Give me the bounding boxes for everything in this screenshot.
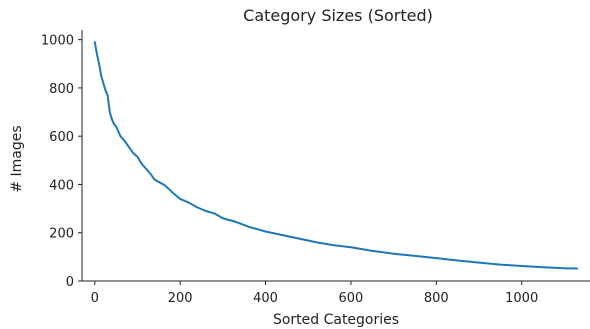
chart-title: Category Sizes (Sorted) xyxy=(243,6,433,25)
x-tick-label: 0 xyxy=(91,291,99,306)
x-tick-label: 800 xyxy=(424,291,449,306)
x-tick-label: 1000 xyxy=(505,291,538,306)
x-tick-label: 400 xyxy=(253,291,278,306)
y-tick-label: 1000 xyxy=(41,34,74,49)
y-axis-label: # Images xyxy=(9,125,25,192)
y-tick-label: 200 xyxy=(49,227,74,242)
x-tick-label: 200 xyxy=(168,291,193,306)
y-tick-label: 800 xyxy=(49,82,74,97)
x-tick-label: 600 xyxy=(339,291,364,306)
series-line xyxy=(93,41,579,270)
y-tick-label: 600 xyxy=(49,130,74,145)
y-tick-label: 0 xyxy=(66,275,74,290)
plot-area: 0 200 400 600 800 1000 0 200 400 600 800 1000 xyxy=(41,30,590,306)
x-axis-label: Sorted Categories xyxy=(273,312,399,328)
y-tick-label: 400 xyxy=(49,178,74,193)
